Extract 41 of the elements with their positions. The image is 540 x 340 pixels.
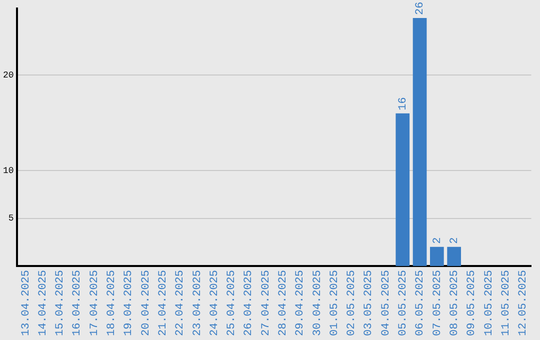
x-tick-label: 07.05.2025 bbox=[432, 270, 444, 336]
x-tick-label: 15.04.2025 bbox=[54, 270, 67, 336]
bar bbox=[412, 18, 427, 266]
x-tick-label: 11.05.2025 bbox=[500, 270, 512, 336]
x-tick-label: 18.04.2025 bbox=[106, 270, 118, 336]
x-tick-label: 05.05.2025 bbox=[398, 270, 410, 336]
x-tick-label: 28.04.2025 bbox=[278, 270, 290, 336]
x-tick-label: 20.04.2025 bbox=[140, 270, 152, 336]
x-tick-label: 09.05.2025 bbox=[466, 270, 478, 336]
x-tick-label: 14.04.2025 bbox=[37, 270, 50, 336]
x-tick-label: 08.05.2025 bbox=[448, 270, 461, 336]
x-tick-label: 23.04.2025 bbox=[192, 270, 204, 336]
x-tick-label: 13.04.2025 bbox=[20, 270, 32, 336]
x-tick-label: 21.04.2025 bbox=[157, 270, 170, 336]
x-tick-label: 26.04.2025 bbox=[243, 270, 256, 336]
x-tick-label: 12.05.2025 bbox=[518, 270, 530, 336]
x-tick-label: 27.04.2025 bbox=[260, 270, 272, 336]
data-label: 16 bbox=[398, 97, 410, 110]
x-tick-label: 10.05.2025 bbox=[483, 270, 496, 336]
data-label: 26 bbox=[414, 2, 427, 15]
x-tick-label: 16.04.2025 bbox=[72, 270, 84, 336]
x-tick-label: 04.05.2025 bbox=[380, 270, 392, 336]
x-tick-label: 29.04.2025 bbox=[294, 270, 307, 336]
bar bbox=[430, 246, 444, 266]
x-tick-label: 06.05.2025 bbox=[414, 270, 427, 336]
x-tick-label: 17.04.2025 bbox=[88, 270, 101, 336]
x-tick-label: 01.05.2025 bbox=[328, 270, 341, 336]
x-tick-label: 19.04.2025 bbox=[123, 270, 136, 336]
x-tick-label: 02.05.2025 bbox=[346, 270, 358, 336]
bar bbox=[447, 246, 461, 266]
y-tick-label: 20 bbox=[2, 70, 14, 81]
bar bbox=[396, 113, 410, 266]
x-tick-label: 22.04.2025 bbox=[174, 270, 187, 336]
x-tick-label: 25.04.2025 bbox=[226, 270, 238, 336]
y-tick-label: 5 bbox=[8, 214, 14, 224]
x-tick-label: 24.04.2025 bbox=[208, 270, 221, 336]
data-label: 2 bbox=[432, 237, 444, 244]
y-tick-label: 10 bbox=[2, 166, 14, 176]
data-label: 2 bbox=[448, 237, 461, 244]
x-tick-label: 30.04.2025 bbox=[312, 270, 324, 336]
x-tick-label: 03.05.2025 bbox=[363, 270, 376, 336]
